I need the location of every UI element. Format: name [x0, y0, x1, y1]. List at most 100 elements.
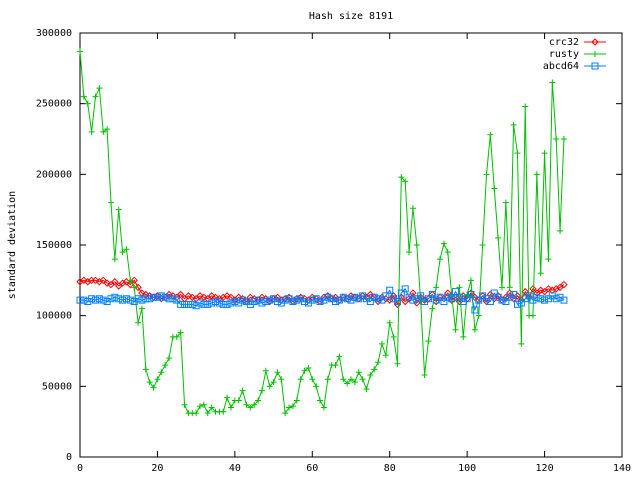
marker [347, 292, 355, 300]
marker [215, 294, 224, 303]
marker [134, 283, 142, 292]
marker [80, 296, 88, 304]
marker [122, 295, 130, 303]
legend-label: abcd64 [543, 61, 579, 72]
marker [200, 293, 208, 302]
marker [324, 293, 332, 301]
marker [130, 276, 138, 285]
marker [374, 295, 382, 303]
marker [386, 286, 394, 294]
marker [224, 394, 231, 401]
marker [188, 300, 196, 308]
marker [296, 293, 305, 302]
marker [196, 299, 204, 307]
marker [553, 136, 560, 142]
marker [479, 292, 487, 300]
marker [421, 372, 428, 379]
marker [166, 355, 173, 362]
chart-title: Hash size 8191 [309, 11, 393, 22]
marker [398, 174, 405, 181]
marker [537, 295, 545, 303]
marker [135, 319, 142, 326]
marker [123, 246, 130, 253]
marker [184, 292, 193, 300]
marker [211, 293, 220, 302]
marker [592, 51, 598, 57]
x-tick-label: 120 [536, 463, 554, 474]
marker [301, 367, 308, 374]
marker [274, 369, 281, 376]
marker [188, 293, 196, 302]
legend-label: crc32 [549, 37, 579, 48]
marker [273, 293, 282, 302]
marker [227, 404, 234, 411]
marker [518, 340, 525, 347]
marker [107, 199, 114, 206]
marker [99, 276, 107, 285]
marker [251, 401, 258, 408]
marker [533, 293, 541, 301]
marker [235, 397, 242, 404]
marker [510, 290, 518, 298]
marker [223, 292, 231, 300]
marker [313, 383, 320, 390]
marker [506, 284, 513, 291]
marker [258, 387, 265, 394]
marker [502, 199, 509, 206]
marker [339, 293, 347, 301]
marker [536, 286, 545, 294]
marker [215, 299, 223, 307]
marker [126, 296, 134, 304]
marker [436, 293, 444, 301]
series [77, 48, 567, 417]
marker [429, 305, 436, 312]
marker [158, 369, 165, 376]
marker [84, 278, 92, 286]
marker [96, 85, 103, 92]
marker [317, 397, 324, 404]
marker [297, 376, 304, 383]
marker [552, 285, 560, 293]
marker [486, 298, 494, 306]
y-tick-label: 200000 [36, 169, 72, 180]
marker [76, 278, 84, 286]
marker [181, 401, 188, 408]
marker [220, 408, 227, 415]
marker [173, 333, 180, 340]
marker [371, 366, 378, 373]
marker [541, 150, 548, 157]
marker [328, 295, 336, 303]
marker [363, 386, 370, 393]
marker [494, 293, 502, 301]
marker [231, 298, 239, 306]
marker [115, 295, 123, 303]
x-tick-label: 60 [306, 463, 318, 474]
marker [77, 48, 83, 55]
marker [239, 387, 246, 394]
marker [301, 298, 309, 306]
marker [351, 379, 358, 386]
marker [444, 249, 451, 256]
series [76, 285, 568, 314]
marker [491, 185, 498, 192]
marker [386, 319, 393, 326]
marker [444, 293, 452, 301]
marker [393, 300, 402, 309]
marker [471, 293, 479, 302]
y-tick-label: 50000 [42, 381, 72, 392]
marker [80, 276, 88, 285]
marker [169, 295, 177, 303]
marker [525, 292, 533, 300]
marker [142, 366, 149, 373]
y-tick-label: 0 [66, 452, 72, 463]
marker [305, 364, 312, 371]
marker [282, 410, 289, 417]
x-tick-label: 20 [151, 463, 163, 474]
marker [286, 404, 293, 411]
marker [242, 298, 250, 306]
y-axis-label: standard deviation [7, 191, 18, 299]
marker [433, 284, 440, 291]
marker [193, 410, 200, 417]
